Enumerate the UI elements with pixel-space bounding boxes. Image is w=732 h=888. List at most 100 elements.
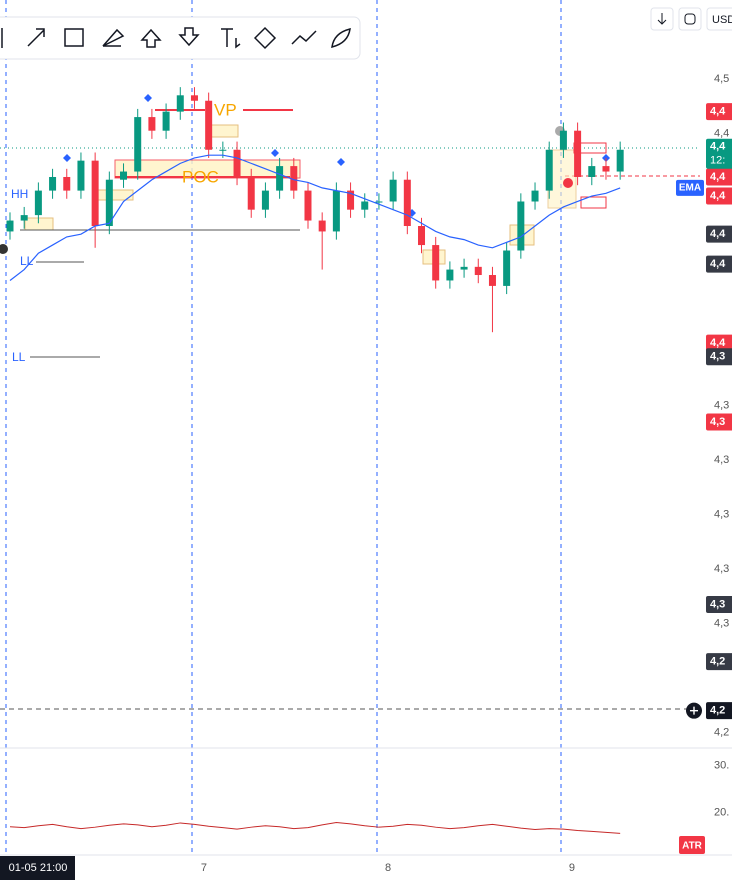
candle-body xyxy=(403,179,411,227)
price-label-box xyxy=(706,225,732,243)
price-label: 4,4 xyxy=(710,337,726,349)
currency: USD xyxy=(712,14,732,26)
candle-body xyxy=(219,149,227,151)
drawing-toolbar xyxy=(0,16,361,60)
y-tick-label: 4,2 xyxy=(714,726,729,738)
candle-body xyxy=(20,215,28,221)
ema-line xyxy=(9,154,621,281)
price-label: 4,4 xyxy=(710,171,726,183)
candle-body xyxy=(616,149,624,172)
axis: 30. 20. 4,5 4,4 4,3 4,3 4,3 4,3 4,3 4,2 4,4 4,4 4,4 4… xyxy=(201,73,732,874)
y-tick-label: 4,3 xyxy=(714,400,729,412)
volume-zone xyxy=(580,196,607,209)
price-label: 4,3 xyxy=(710,598,725,610)
volume-zone xyxy=(24,217,54,231)
candle-body xyxy=(205,100,213,150)
arrow-down-tool[interactable] xyxy=(178,27,200,47)
candle-body xyxy=(318,220,326,232)
x-tick-label: 9 xyxy=(569,862,575,874)
candle-body xyxy=(290,166,298,191)
price-label-box xyxy=(706,653,732,671)
price-label-box xyxy=(706,255,732,273)
candle-body xyxy=(176,95,184,112)
atr-label: ATR xyxy=(682,841,703,852)
y-tick-label: 4,3 xyxy=(714,454,729,466)
candle-body xyxy=(418,226,426,246)
candle-body xyxy=(261,190,269,210)
candle-body xyxy=(531,190,539,202)
price-label-box xyxy=(706,103,732,121)
y-tick-label: 4,4 xyxy=(714,127,729,139)
toolbar xyxy=(0,16,361,60)
arrow-up-tool[interactable] xyxy=(140,28,162,48)
price-label: 4,2 xyxy=(710,705,725,717)
last-price: 4,4 xyxy=(710,141,726,153)
reset-button[interactable] xyxy=(678,7,702,31)
shape-tool[interactable] xyxy=(253,26,277,50)
atr-line xyxy=(9,821,621,834)
y-tick-label: 4,3 xyxy=(714,563,729,575)
pivot-marker xyxy=(271,149,279,157)
hh-label: HH xyxy=(11,187,28,201)
candle-body xyxy=(77,160,85,191)
candle-body xyxy=(361,201,369,210)
price-label-box xyxy=(706,168,732,186)
pivot-marker xyxy=(144,94,152,102)
price-label: 4,3 xyxy=(710,351,725,363)
candle-body xyxy=(120,171,128,180)
reset-icon xyxy=(684,13,696,25)
price-label: 4,4 xyxy=(710,190,726,202)
candle-body xyxy=(34,190,42,216)
price-label: 4,4 xyxy=(710,228,726,240)
pivot-marker xyxy=(63,154,71,162)
candle-body xyxy=(332,190,340,232)
candle-body xyxy=(347,190,355,210)
crosshair-time-box xyxy=(0,856,75,880)
price-label-box xyxy=(706,413,732,431)
candle-body xyxy=(134,117,142,172)
ema-label: EMA xyxy=(679,183,701,194)
ll-label: LL xyxy=(12,350,26,364)
candle-body xyxy=(276,166,284,191)
candle-body xyxy=(474,266,482,276)
rectangle-tool[interactable] xyxy=(64,28,84,47)
last-price-box xyxy=(706,138,732,169)
candle-body xyxy=(460,266,468,270)
arrow-tool[interactable] xyxy=(27,28,45,47)
x-tick-label: 7 xyxy=(201,862,207,874)
candle-body xyxy=(559,130,567,150)
atr-tick-label: 30. xyxy=(714,759,729,771)
candle-body xyxy=(247,176,255,210)
pivot-marker xyxy=(337,158,345,166)
price-label-box xyxy=(706,702,732,720)
candle-body xyxy=(304,190,312,221)
candle-body xyxy=(375,201,383,203)
candle-body xyxy=(517,201,525,251)
candle-body xyxy=(162,111,170,131)
candle-body xyxy=(488,275,496,286)
signal-marker xyxy=(0,244,8,254)
price-label: 4,2 xyxy=(710,656,725,668)
candle-body xyxy=(432,245,440,281)
atr-label-box xyxy=(679,836,705,854)
currency-button[interactable] xyxy=(706,7,732,31)
candle-body xyxy=(233,149,241,177)
price-label-box xyxy=(706,595,732,613)
curve-tool[interactable] xyxy=(331,28,351,48)
text-tool[interactable] xyxy=(221,28,241,49)
path-tool[interactable] xyxy=(291,30,317,45)
brush-tool[interactable] xyxy=(102,28,125,47)
price-label: 4,4 xyxy=(710,106,726,118)
price-label-box xyxy=(706,348,732,366)
price-label-box xyxy=(706,334,732,352)
scroll-icon xyxy=(657,13,667,25)
candle-body xyxy=(503,250,511,286)
ema-label-box xyxy=(676,179,704,196)
candle-body xyxy=(588,166,596,177)
y-tick-label: 4,3 xyxy=(714,617,729,629)
candle-body xyxy=(63,176,71,191)
candle-body xyxy=(574,130,582,177)
ll-label: LL xyxy=(20,254,34,268)
price-label: 4,4 xyxy=(710,258,726,270)
